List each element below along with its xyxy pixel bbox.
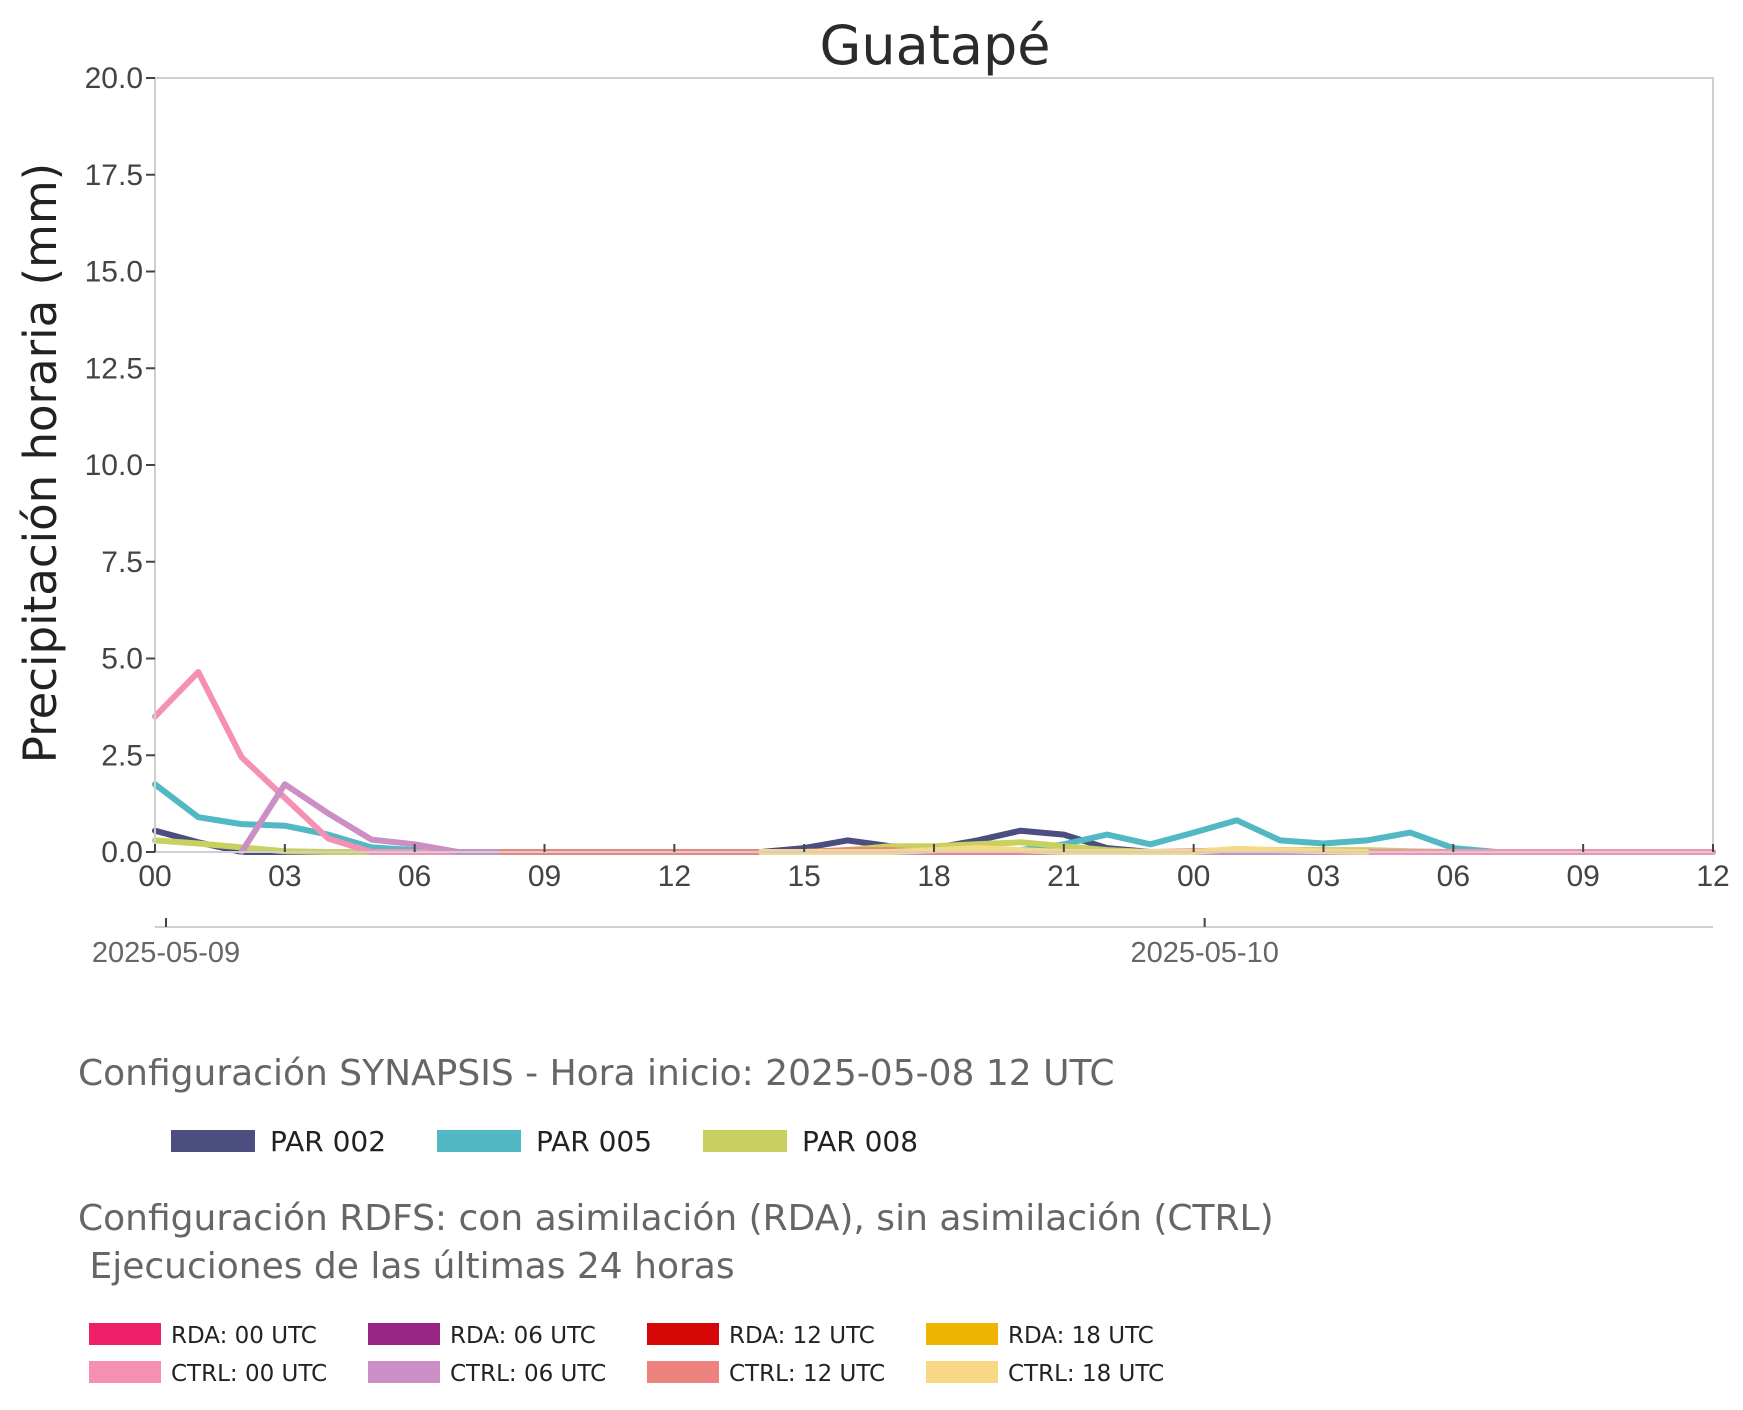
x-tick-label: 03 bbox=[268, 860, 301, 893]
x-tick-label: 06 bbox=[1437, 860, 1470, 893]
legend-swatch bbox=[368, 1361, 440, 1383]
series-line-ctrl-00-utc bbox=[152, 669, 1716, 855]
legend-label: RDA: 12 UTC bbox=[729, 1323, 875, 1349]
synapsis-legend-title: Configuración SYNAPSIS - Hora inicio: 20… bbox=[78, 1053, 1114, 1094]
legend-label: RDA: 06 UTC bbox=[450, 1323, 596, 1349]
synapsis-legend: PAR 002 PAR 005 PAR 008 bbox=[171, 1125, 918, 1158]
date-label: 2025-05-09 bbox=[92, 937, 240, 969]
legend-swatch bbox=[647, 1361, 719, 1383]
date-axis: 2025-05-09 2025-05-10 bbox=[92, 918, 1279, 969]
x-tick-label: 06 bbox=[398, 860, 431, 893]
y-tick-label: 20.0 bbox=[85, 62, 143, 95]
y-tick-label: 15.0 bbox=[85, 256, 143, 289]
legend-swatch bbox=[89, 1361, 161, 1383]
y-tick-label: 0.0 bbox=[101, 836, 143, 869]
legend-swatch bbox=[926, 1323, 998, 1345]
x-tick-label: 00 bbox=[138, 860, 171, 893]
rdfs-legend-title-line1: Configuración RDFS: con asimilación (RDA… bbox=[78, 1198, 1274, 1239]
legend-swatch bbox=[926, 1361, 998, 1383]
legend-label: RDA: 00 UTC bbox=[171, 1323, 317, 1349]
x-tick-label: 21 bbox=[1047, 860, 1080, 893]
legend-label: PAR 002 bbox=[270, 1125, 386, 1158]
x-tick-label: 09 bbox=[1566, 860, 1599, 893]
y-tick-label: 2.5 bbox=[101, 739, 143, 772]
x-tick-label: 15 bbox=[787, 860, 820, 893]
y-axis: 0.0 2.5 5.0 7.5 10.0 12.5 15.0 17.5 20.0 bbox=[85, 62, 155, 869]
legend-swatch bbox=[171, 1130, 255, 1152]
y-axis-label: Precipitación horaria (mm) bbox=[14, 163, 67, 763]
x-tick-label: 09 bbox=[528, 860, 561, 893]
legend-label: CTRL: 18 UTC bbox=[1008, 1361, 1164, 1387]
chart-title: Guatapé bbox=[820, 14, 1051, 77]
series-line-ctrl-06-utc bbox=[238, 781, 1370, 855]
y-tick-label: 10.0 bbox=[85, 449, 143, 482]
y-tick-label: 12.5 bbox=[85, 352, 143, 385]
legend-swatch bbox=[368, 1323, 440, 1345]
series-layer bbox=[152, 669, 1716, 855]
legend-swatch bbox=[647, 1323, 719, 1345]
x-tick-label: 12 bbox=[1696, 860, 1729, 893]
date-label: 2025-05-10 bbox=[1130, 937, 1278, 969]
legend-label: RDA: 18 UTC bbox=[1008, 1323, 1154, 1349]
x-tick-label: 03 bbox=[1307, 860, 1340, 893]
x-axis: 00 03 06 09 12 15 18 21 00 03 06 09 12 bbox=[138, 844, 1730, 893]
y-tick-label: 17.5 bbox=[85, 159, 143, 192]
y-tick-label: 5.0 bbox=[101, 643, 143, 676]
y-tick-label: 7.5 bbox=[101, 546, 143, 579]
x-tick-label: 12 bbox=[658, 860, 691, 893]
legend-label: PAR 005 bbox=[536, 1125, 652, 1158]
legend-swatch bbox=[437, 1130, 521, 1152]
legend-label: CTRL: 00 UTC bbox=[171, 1361, 327, 1387]
plot-frame bbox=[154, 77, 1714, 853]
legend-label: PAR 008 bbox=[802, 1125, 918, 1158]
rdfs-legend-title-line2: Ejecuciones de las últimas 24 horas bbox=[78, 1246, 735, 1287]
legend-label: CTRL: 12 UTC bbox=[729, 1361, 885, 1387]
rdfs-legend: RDA: 00 UTC RDA: 06 UTC RDA: 12 UTC RDA: 18… bbox=[89, 1323, 1164, 1387]
x-tick-label: 18 bbox=[917, 860, 950, 893]
legend-label: CTRL: 06 UTC bbox=[450, 1361, 606, 1387]
x-tick-label: 00 bbox=[1177, 860, 1210, 893]
legend-swatch bbox=[89, 1323, 161, 1345]
legend-swatch bbox=[703, 1130, 787, 1152]
